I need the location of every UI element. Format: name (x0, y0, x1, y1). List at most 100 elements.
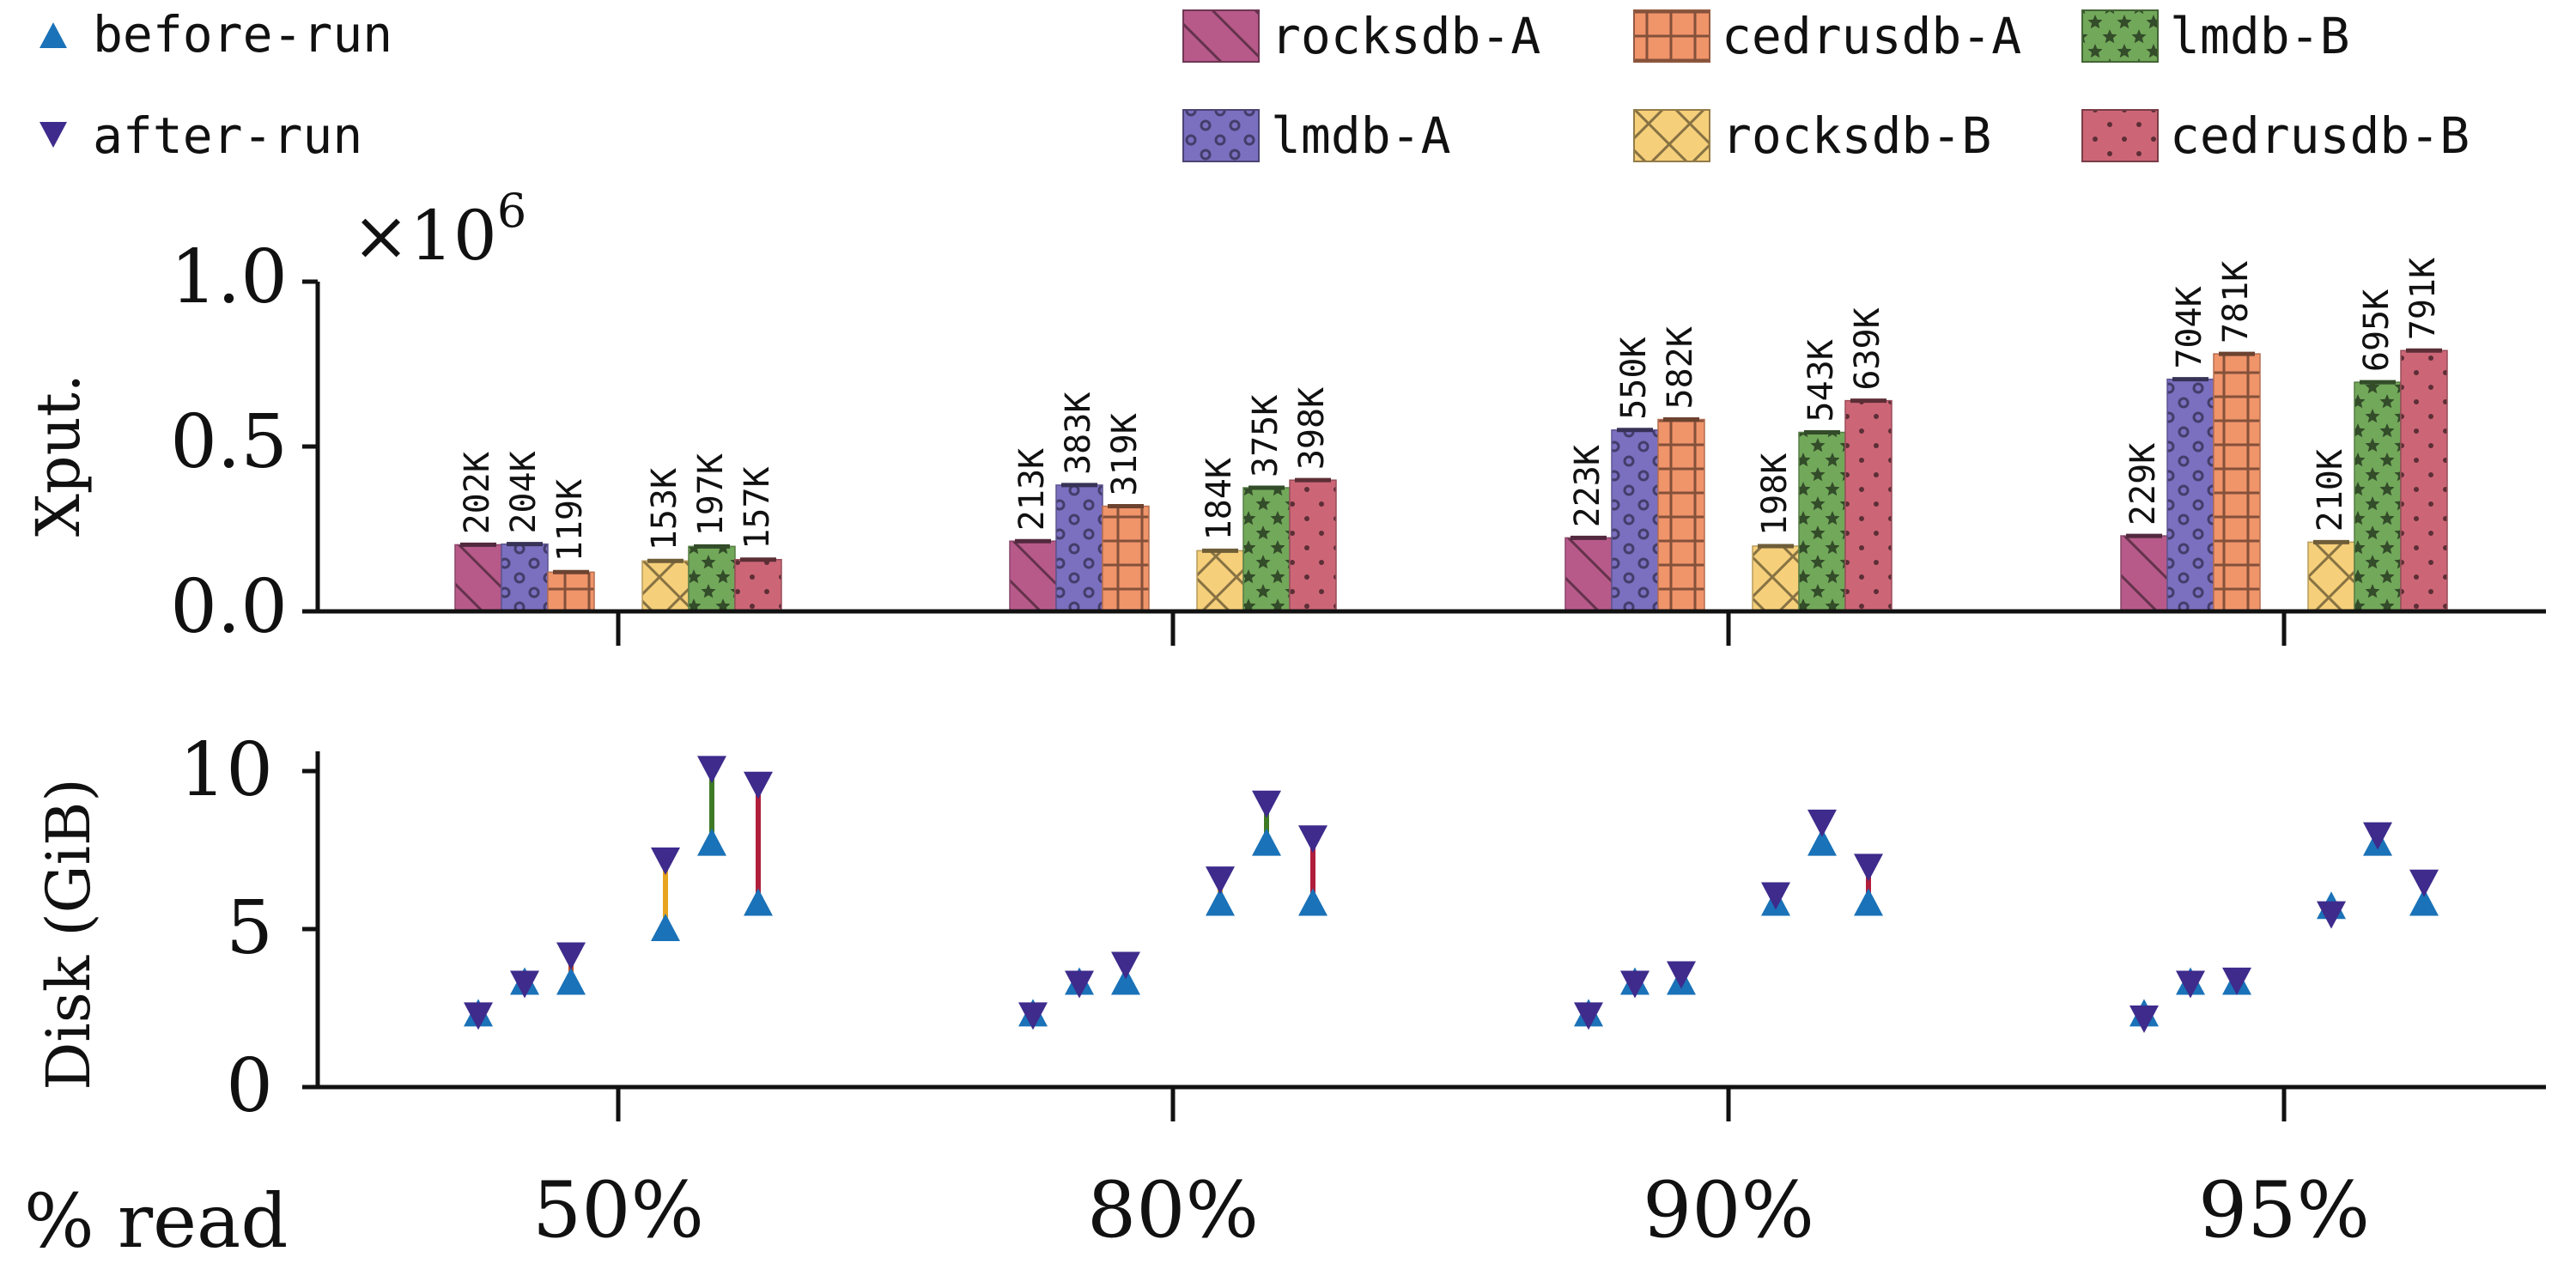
after-run-marker-cedrusdb-B (1298, 825, 1327, 854)
after-run-marker-rocksdb-A (2129, 1005, 2159, 1034)
legend-item-cedrusdb-B: cedrusdb-B (2081, 106, 2470, 165)
legend-swatch (1633, 109, 1710, 162)
throughput-y-tick-label: 1.0 (170, 234, 288, 320)
bar-rocksdb-A-90% (1564, 537, 1613, 612)
after-run-marker-cedrusdb-B (744, 771, 773, 799)
bar-value-label: 791K (2403, 258, 2443, 340)
bar-rocksdb-A-50% (454, 544, 502, 612)
after-run-legend-marker (39, 122, 67, 148)
after-run-marker-cedrusdb-A (556, 942, 586, 970)
bar-cedrusdb-B-80% (1289, 479, 1337, 612)
bar-cedrusdb-A-80% (1102, 505, 1150, 612)
legend-label: cedrusdb-B (2170, 106, 2470, 165)
before-run-marker-rocksdb-B (651, 914, 680, 941)
after-run-marker-rocksdb-A (1574, 1002, 1603, 1030)
after-run-marker-rocksdb-B (651, 848, 680, 876)
after-run-marker-cedrusdb-A (1111, 951, 1140, 980)
bar-value-label: 383K (1059, 392, 1098, 475)
after-run-marker-lmdb-B (1252, 790, 1281, 818)
bar-value-label: 202K (458, 452, 497, 534)
disk-y-label: Disk (GiB) (33, 778, 104, 1090)
legend-label: rocksdb-A (1271, 7, 1540, 65)
bar-lmdb-A-90% (1611, 429, 1659, 612)
disk-x-ticks (616, 1087, 2287, 1121)
legend-swatch (1182, 109, 1260, 162)
bar-rocksdb-A-95% (2120, 535, 2168, 612)
after-run-marker-lmdb-A (2176, 970, 2205, 999)
legend-label: rocksdb-B (1722, 106, 1991, 165)
throughput-scale-label: ×106 (352, 184, 526, 276)
bar-rocksdb-B-95% (2307, 541, 2355, 612)
after-run-marker-rocksdb-B (2317, 901, 2346, 929)
legend-item-rocksdb-B: rocksdb-B (1633, 106, 1991, 165)
bar-value-label: 157K (738, 466, 777, 549)
bar-value-label: 543K (1801, 339, 1841, 422)
disk-y-tick-label: 5 (226, 885, 273, 971)
bar-cedrusdb-B-90% (1844, 399, 1893, 612)
bar-cedrusdb-A-90% (1657, 418, 1705, 612)
before-run-marker-lmdb-B (1252, 828, 1281, 856)
bar-lmdb-B-80% (1242, 487, 1291, 612)
after-run-marker-rocksdb-A (1018, 1002, 1048, 1030)
before-run-marker-cedrusdb-B (2409, 888, 2439, 916)
bar-value-label: 781K (2216, 261, 2256, 343)
before-run-marker-cedrusdb-B (744, 888, 773, 916)
bar-cedrusdb-B-95% (2400, 349, 2448, 612)
before-run-legend-label: before-run (93, 5, 392, 64)
throughput-y-label: Xput. (23, 374, 94, 537)
bar-value-label: 375K (1246, 395, 1285, 477)
before-run-legend-marker (39, 22, 67, 48)
disk-y-tick-label: 0 (226, 1043, 273, 1129)
bar-lmdb-A-50% (501, 543, 549, 612)
after-run-marker-lmdb-B (2363, 822, 2392, 850)
legend-item-lmdb-A: lmdb-A (1182, 106, 1451, 165)
throughput-y-tick-label: 0.5 (170, 399, 288, 485)
bar-value-label: 210K (2311, 449, 2350, 532)
bar-cedrusdb-A-50% (547, 571, 595, 612)
bar-value-label: 639K (1848, 307, 1887, 390)
before-run-marker-cedrusdb-A (1111, 967, 1140, 995)
bar-lmdb-A-80% (1055, 484, 1103, 612)
bar-lmdb-B-50% (688, 545, 736, 612)
category-label-90%: 90% (1643, 1165, 1814, 1255)
before-run-marker-cedrusdb-B (1298, 888, 1327, 916)
before-run-marker-cedrusdb-A (556, 967, 586, 995)
legend-item-lmdb-B: lmdb-B (2081, 7, 2350, 65)
disk-y-ticks: 0 5 10 (179, 727, 318, 1129)
category-label-50%: 50% (532, 1165, 704, 1255)
after-run-marker-rocksdb-B (1761, 882, 1790, 910)
bar-rocksdb-B-50% (641, 560, 690, 612)
legend-label: lmdb-B (2170, 7, 2350, 65)
after-run-marker-rocksdb-B (1206, 866, 1235, 895)
bar-rocksdb-A-80% (1009, 540, 1057, 612)
after-run-marker-lmdb-A (1620, 970, 1649, 999)
after-run-marker-cedrusdb-A (1667, 961, 1696, 989)
legend-swatch (2081, 9, 2159, 63)
after-run-marker-lmdb-B (1807, 809, 1837, 837)
before-run-marker-lmdb-B (697, 828, 726, 856)
bar-value-label: 197K (691, 453, 731, 536)
bar-cedrusdb-A-95% (2213, 353, 2261, 612)
bar-lmdb-B-95% (2354, 381, 2402, 612)
series-legend: rocksdb-A cedrusdb-A lmdb-B lmdb-A rocksdb-B… (1182, 7, 2470, 165)
bar-lmdb-A-95% (2166, 378, 2215, 612)
x-axis-label: % read (24, 1179, 288, 1265)
bar-value-label: 704K (2170, 286, 2209, 368)
after-run-marker-rocksdb-A (464, 1002, 493, 1030)
bar-value-label: 695K (2357, 289, 2397, 372)
bar-rocksdb-B-90% (1752, 545, 1800, 612)
disk-y-tick-label: 10 (179, 727, 273, 813)
bar-value-label: 398K (1292, 387, 1332, 470)
disk-marks (464, 756, 2439, 1034)
after-run-marker-lmdb-A (510, 970, 539, 999)
marker-legend: before-run after-run (39, 5, 392, 165)
after-run-marker-cedrusdb-A (2222, 967, 2251, 995)
bar-value-label: 229K (2123, 443, 2163, 526)
bar-value-label: 582K (1661, 326, 1700, 409)
category-label-80%: 80% (1087, 1165, 1259, 1255)
bar-cedrusdb-B-50% (734, 558, 782, 612)
before-run-marker-lmdb-B (1807, 828, 1837, 856)
legend-label: lmdb-A (1271, 106, 1451, 165)
throughput-y-tick-label: 0.0 (170, 564, 288, 650)
after-run-legend-label: after-run (93, 106, 362, 165)
